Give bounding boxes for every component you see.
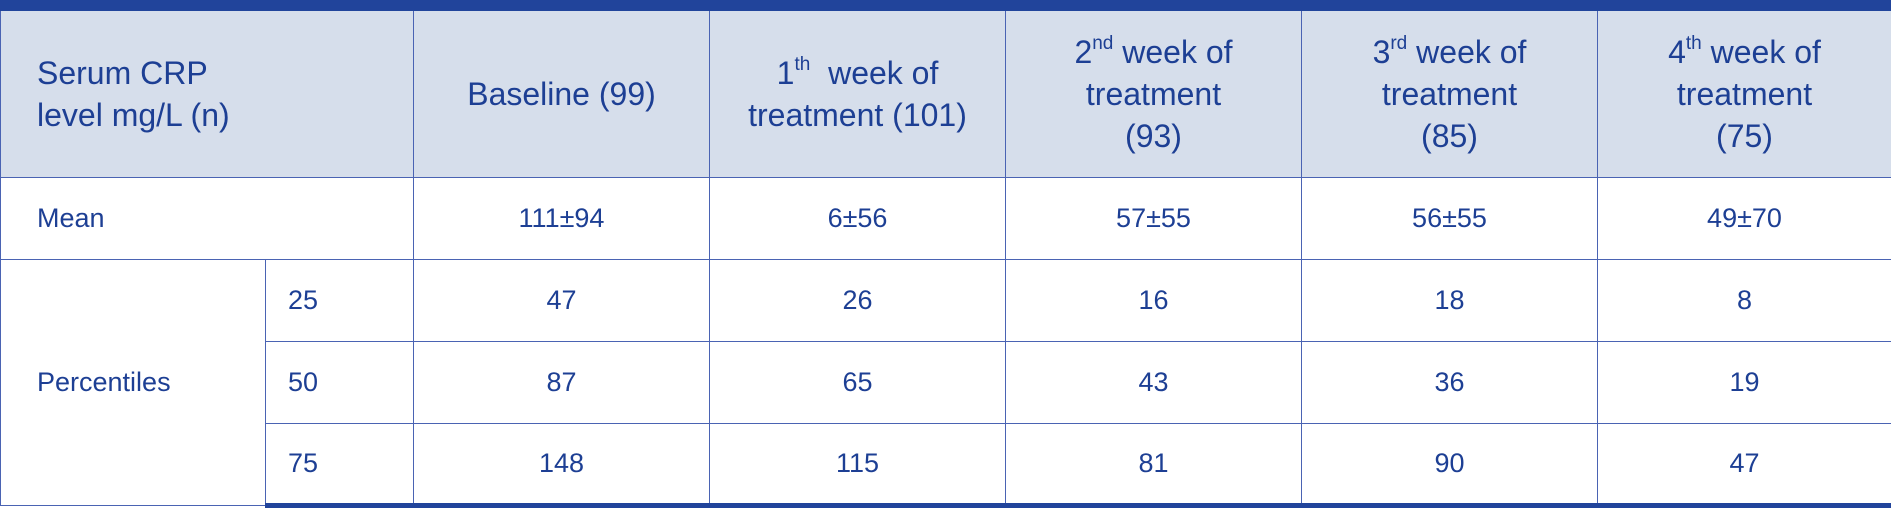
table-cell: 6±56 [709,177,1006,260]
table-cell: 111±94 [413,177,710,260]
table-cell: 87 [413,341,710,424]
table-cell: 26 [709,259,1006,342]
header-week-3: 3rd week of treatment (85) [1301,0,1598,178]
table-row-mean: Mean 111±94 6±56 57±55 56±55 49±70 [0,177,1891,260]
header-title-line1: Serum CRP [37,55,208,91]
table-cell: 8 [1597,259,1891,342]
row-label-mean: Mean [0,177,414,260]
header-week-1: 1th week of treatment (101) [709,0,1006,178]
table-cell: 47 [413,259,710,342]
table-cell: 115 [709,423,1006,508]
table-cell: 18 [1301,259,1598,342]
table-cell: 36 [1301,341,1598,424]
table-row-p75: 75 148 115 81 90 47 [1,423,1891,508]
table-cell: 65 [709,341,1006,424]
percentile-label: 75 [265,423,414,508]
percentile-label: 50 [265,341,414,424]
table-row-p50: 50 87 65 43 36 19 [1,341,1891,424]
percentile-label: 25 [265,259,414,342]
header-week-4: 4th week of treatment (75) [1597,0,1891,178]
header-baseline: Baseline (99) [413,0,710,178]
table-row-p25: Percentiles 25 47 26 16 18 8 [0,259,1891,506]
table-cell: 57±55 [1005,177,1302,260]
table-cell: 47 [1597,423,1891,508]
row-label-percentiles: Percentiles [0,259,266,506]
header-serum-crp: Serum CRP level mg/L (n) [0,0,414,178]
table-cell: 49±70 [1597,177,1891,260]
header-title-line2: level mg/L (n) [37,97,230,133]
table-cell: 81 [1005,423,1302,508]
table-cell: 16 [1005,259,1302,342]
table-cell: 90 [1301,423,1598,508]
table-cell: 56±55 [1301,177,1598,260]
table-cell: 148 [413,423,710,508]
header-week-2: 2nd week of treatment (93) [1005,0,1302,178]
table-header-row: Serum CRP level mg/L (n) Baseline (99) 1… [0,0,1891,178]
table-cell: 19 [1597,341,1891,424]
table-cell: 43 [1005,341,1302,424]
